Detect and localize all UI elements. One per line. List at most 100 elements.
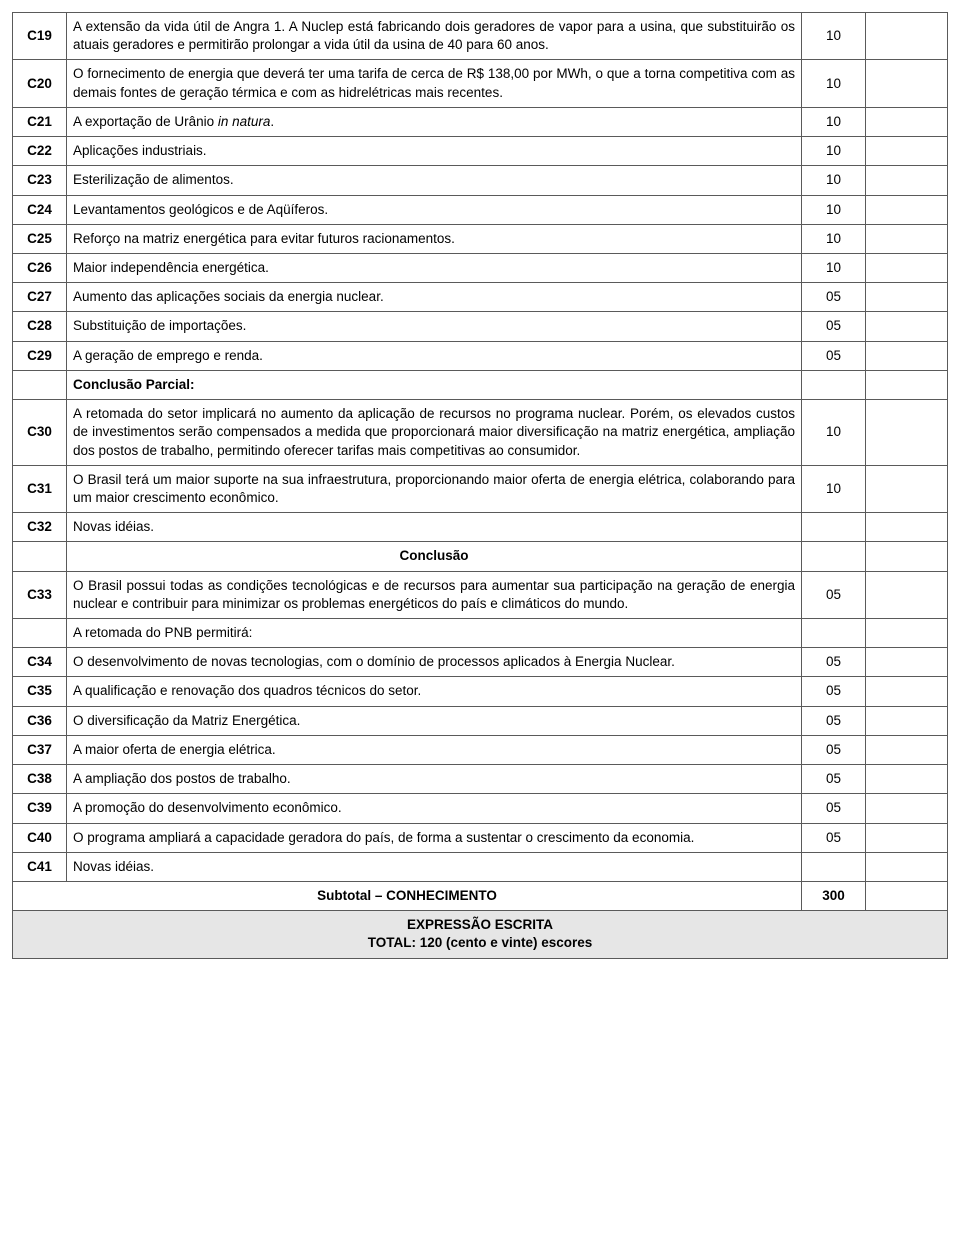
row-code: C31: [13, 465, 67, 512]
row-blank: [866, 341, 948, 370]
table-row: C28Substituição de importações.05: [13, 312, 948, 341]
row-code: C36: [13, 706, 67, 735]
row-score: [802, 852, 866, 881]
row-score: 05: [802, 794, 866, 823]
row-blank: [866, 619, 948, 648]
row-description: A geração de emprego e renda.: [67, 341, 802, 370]
criteria-table: C19A extensão da vida útil de Angra 1. A…: [12, 12, 948, 959]
row-score: [802, 619, 866, 648]
row-description: A qualificação e renovação dos quadros t…: [67, 677, 802, 706]
row-code: C23: [13, 166, 67, 195]
row-code: C40: [13, 823, 67, 852]
row-description: O programa ampliará a capacidade gerador…: [67, 823, 802, 852]
row-code: C37: [13, 735, 67, 764]
row-blank: [866, 166, 948, 195]
row-description: Aumento das aplicações sociais da energi…: [67, 283, 802, 312]
row-code: C20: [13, 60, 67, 107]
row-score: 05: [802, 735, 866, 764]
table-row: C21A exportação de Urânio in natura.10: [13, 107, 948, 136]
table-row: C38A ampliação dos postos de trabalho.05: [13, 765, 948, 794]
table-row: C27Aumento das aplicações sociais da ene…: [13, 283, 948, 312]
row-blank: [866, 513, 948, 542]
table-row: C31O Brasil terá um maior suporte na sua…: [13, 465, 948, 512]
row-description: Substituição de importações.: [67, 312, 802, 341]
row-code: C30: [13, 400, 67, 466]
row-code: C39: [13, 794, 67, 823]
row-code: C22: [13, 137, 67, 166]
row-code: C25: [13, 224, 67, 253]
subtotal-row: Subtotal – CONHECIMENTO300: [13, 882, 948, 911]
footer-cell: EXPRESSÃO ESCRITATOTAL: 120 (cento e vin…: [13, 911, 948, 958]
row-blank: [866, 706, 948, 735]
row-blank: [866, 253, 948, 282]
row-blank: [866, 735, 948, 764]
row-code: C33: [13, 571, 67, 618]
row-score: 05: [802, 341, 866, 370]
row-code: [13, 619, 67, 648]
table-row: A retomada do PNB permitirá:: [13, 619, 948, 648]
table-row: C19A extensão da vida útil de Angra 1. A…: [13, 13, 948, 60]
row-code: C24: [13, 195, 67, 224]
row-description: A maior oferta de energia elétrica.: [67, 735, 802, 764]
row-score: 10: [802, 195, 866, 224]
row-score: 05: [802, 823, 866, 852]
subtotal-label: Subtotal – CONHECIMENTO: [13, 882, 802, 911]
row-code: C26: [13, 253, 67, 282]
row-blank: [866, 137, 948, 166]
row-blank: [866, 60, 948, 107]
row-blank: [866, 195, 948, 224]
row-score: 05: [802, 283, 866, 312]
row-score: 05: [802, 312, 866, 341]
table-row: C26Maior independência energética.10: [13, 253, 948, 282]
table-row: C39A promoção do desenvolvimento econômi…: [13, 794, 948, 823]
row-description: Maior independência energética.: [67, 253, 802, 282]
row-code: [13, 370, 67, 399]
row-blank: [866, 852, 948, 881]
row-score: 05: [802, 706, 866, 735]
row-code: C35: [13, 677, 67, 706]
row-blank: [866, 765, 948, 794]
table-row: C34O desenvolvimento de novas tecnologia…: [13, 648, 948, 677]
row-score: 10: [802, 166, 866, 195]
row-description: Aplicações industriais.: [67, 137, 802, 166]
footer-line-1: EXPRESSÃO ESCRITA: [19, 916, 941, 934]
row-description: Conclusão Parcial:: [67, 370, 802, 399]
row-blank: [866, 823, 948, 852]
row-description: A exportação de Urânio in natura.: [67, 107, 802, 136]
row-blank: [866, 370, 948, 399]
table-row: C29A geração de emprego e renda.05: [13, 341, 948, 370]
row-blank: [866, 571, 948, 618]
row-code: C19: [13, 13, 67, 60]
row-score: 10: [802, 107, 866, 136]
row-description: Reforço na matriz energética para evitar…: [67, 224, 802, 253]
row-score: 10: [802, 60, 866, 107]
row-score: 10: [802, 224, 866, 253]
row-description: O desenvolvimento de novas tecnologias, …: [67, 648, 802, 677]
footer-line-2: TOTAL: 120 (cento e vinte) escores: [19, 934, 941, 952]
footer-row: EXPRESSÃO ESCRITATOTAL: 120 (cento e vin…: [13, 911, 948, 958]
row-score: 10: [802, 400, 866, 466]
table-row: C35A qualificação e renovação dos quadro…: [13, 677, 948, 706]
row-code: C41: [13, 852, 67, 881]
row-blank: [866, 794, 948, 823]
table-row: C22Aplicações industriais.10: [13, 137, 948, 166]
row-description: Esterilização de alimentos.: [67, 166, 802, 195]
row-description: Levantamentos geológicos e de Aqüíferos.: [67, 195, 802, 224]
table-row: C25Reforço na matriz energética para evi…: [13, 224, 948, 253]
row-score: 05: [802, 571, 866, 618]
row-blank: [866, 400, 948, 466]
row-code: C28: [13, 312, 67, 341]
table-row: C23Esterilização de alimentos.10: [13, 166, 948, 195]
table-row: C36O diversificação da Matriz Energética…: [13, 706, 948, 735]
subtotal-score: 300: [802, 882, 866, 911]
table-row: Conclusão Parcial:: [13, 370, 948, 399]
table-row: C32Novas idéias.: [13, 513, 948, 542]
row-blank: [866, 465, 948, 512]
row-description: A promoção do desenvolvimento econômico.: [67, 794, 802, 823]
row-code: C29: [13, 341, 67, 370]
row-score: 05: [802, 677, 866, 706]
row-score: [802, 542, 866, 571]
row-description: Novas idéias.: [67, 852, 802, 881]
row-score: 05: [802, 765, 866, 794]
subtotal-blank: [866, 882, 948, 911]
